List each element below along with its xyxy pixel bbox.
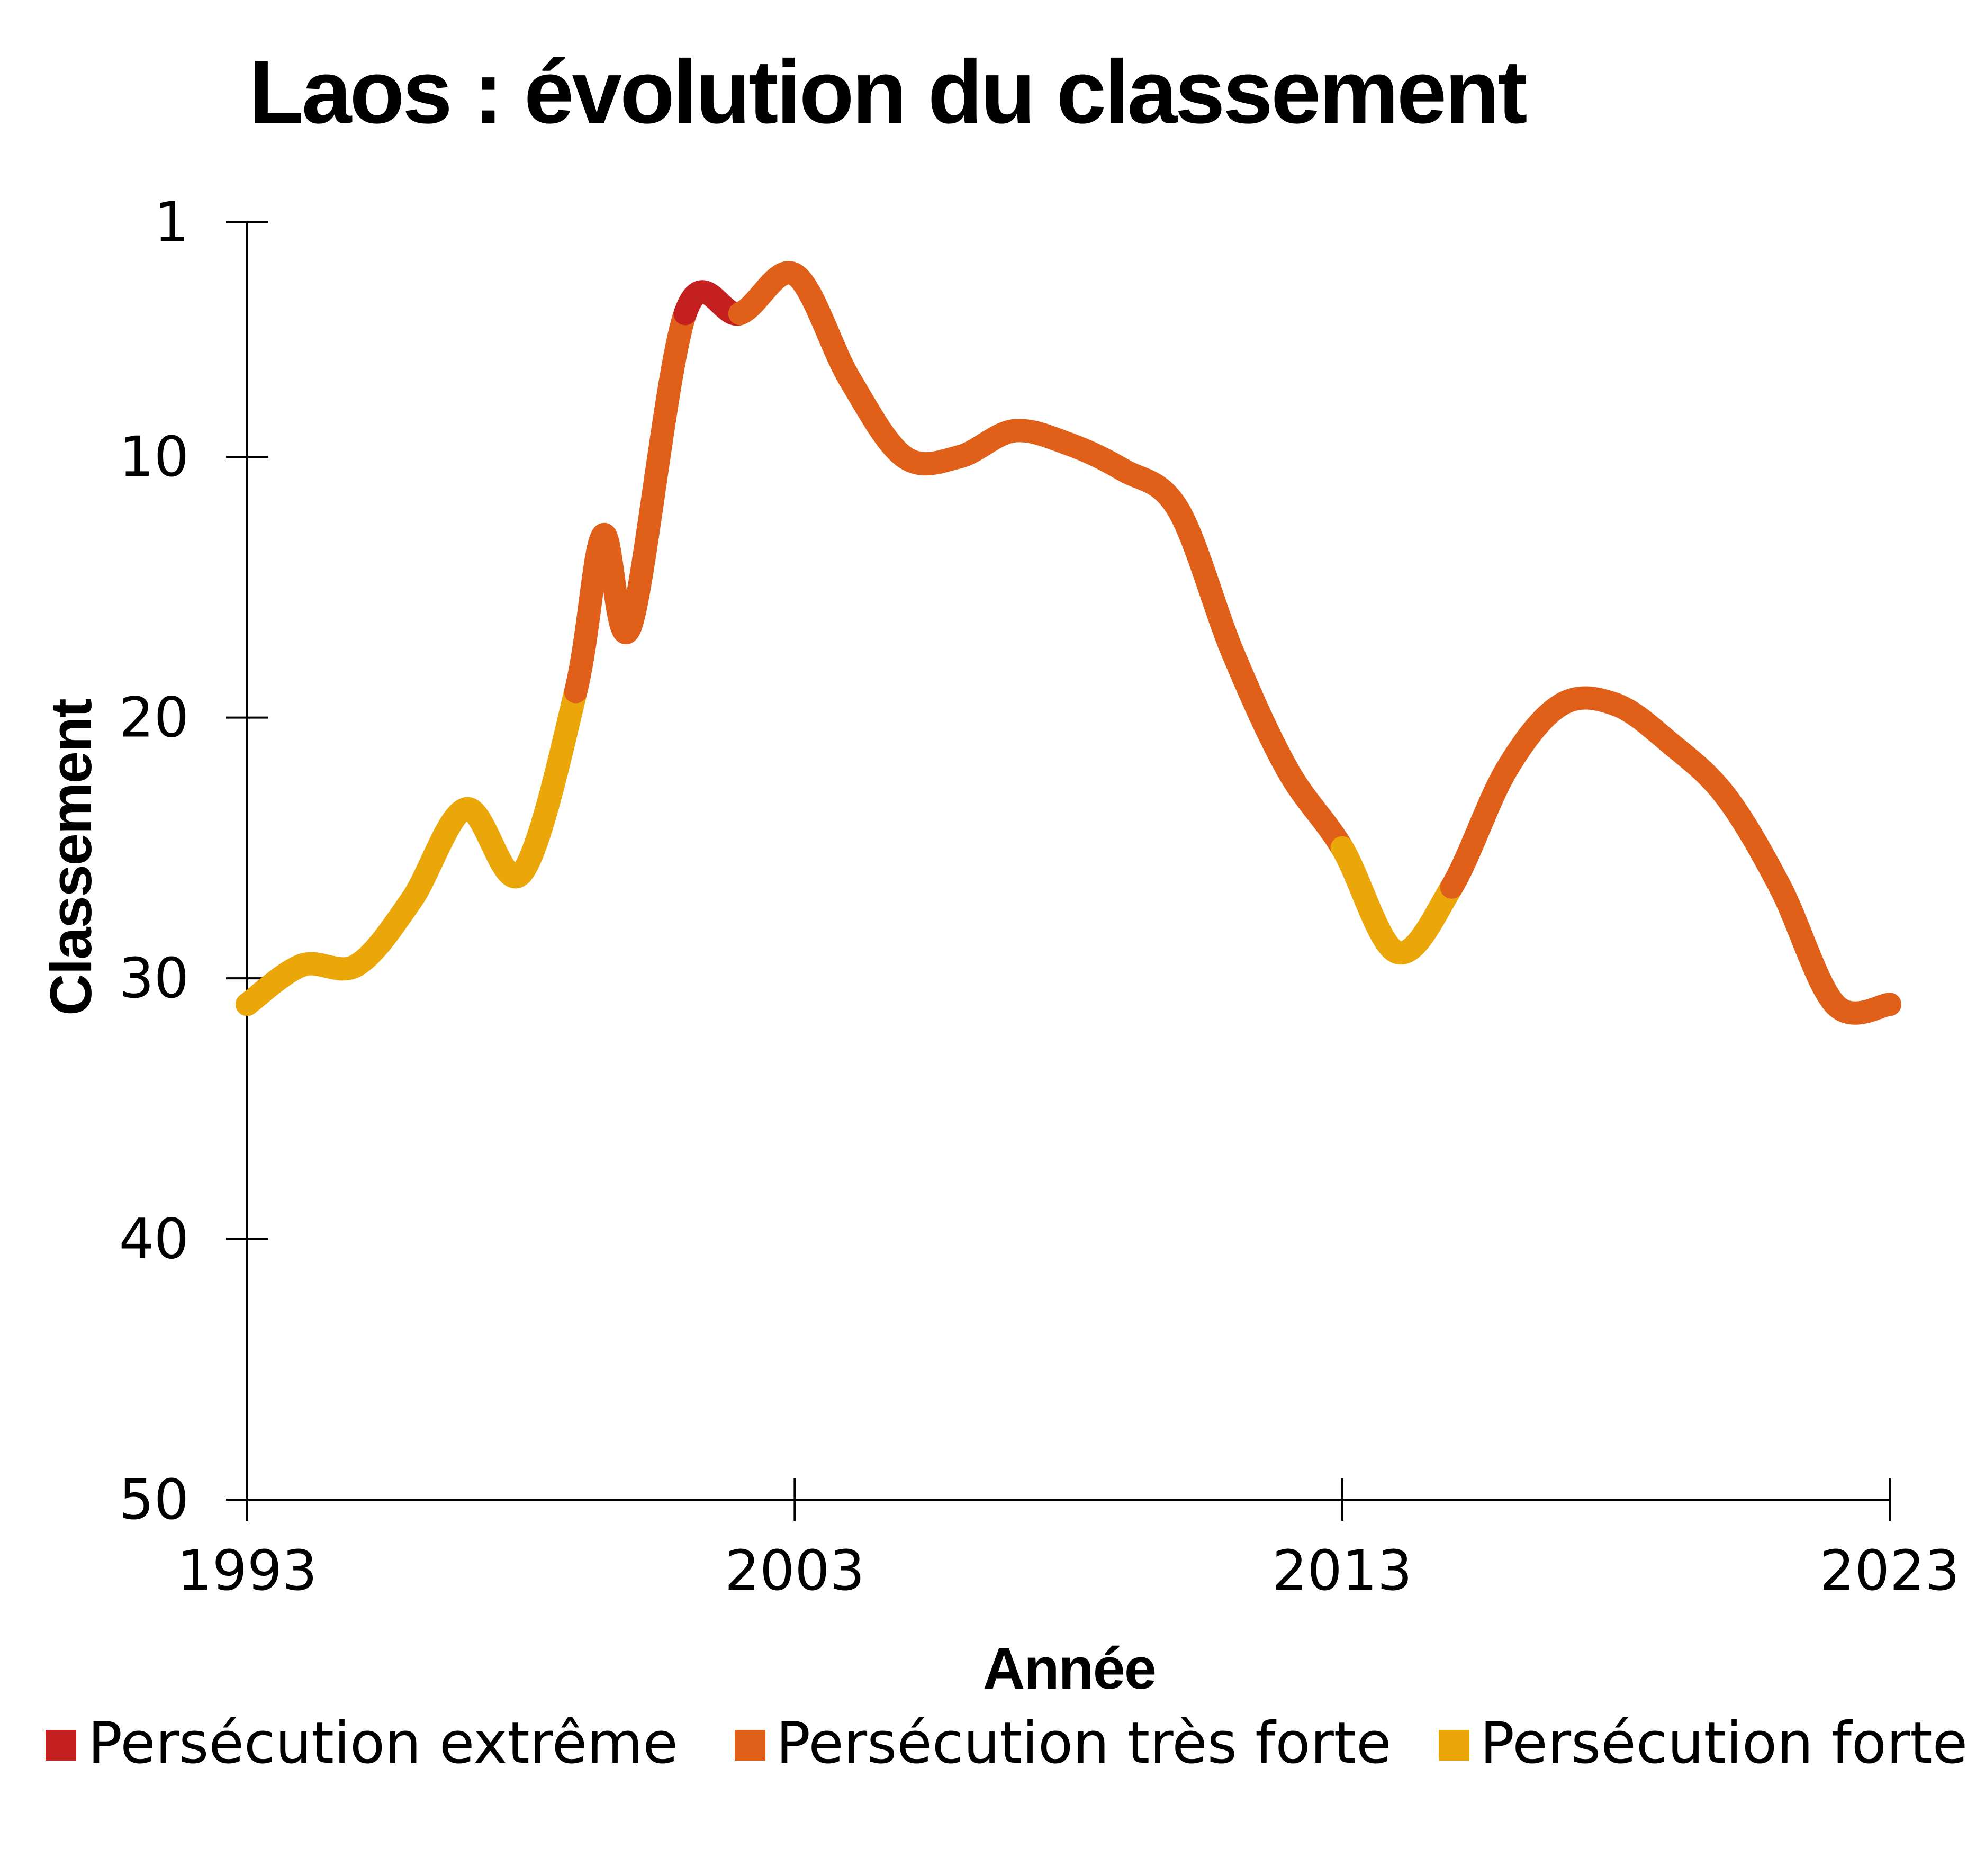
y-tick-label-1: 1 xyxy=(154,190,189,255)
data-point-2001 xyxy=(673,302,697,326)
x-axis-ticks: 1993 2003 2013 2023 xyxy=(177,1478,1960,1603)
y-tick-label-50: 50 xyxy=(119,1467,189,1532)
data-point-2014 xyxy=(1385,940,1409,964)
data-point-2002 xyxy=(728,302,752,326)
line-segment-2011 xyxy=(1221,641,1300,782)
line-segment-2003 xyxy=(783,263,861,391)
data-point-2009 xyxy=(1111,458,1135,482)
legend-swatch-extreme xyxy=(46,1730,76,1761)
data-point-2011 xyxy=(1221,641,1244,664)
data-point-1996 xyxy=(400,888,423,912)
ranking-series xyxy=(236,261,1901,1025)
line-segment-2016 xyxy=(1494,693,1573,782)
data-point-2003 xyxy=(783,263,807,286)
x-axis-title: Année xyxy=(983,1636,1156,1701)
data-point-2006 xyxy=(947,445,971,469)
data-point-2010 xyxy=(1166,497,1190,521)
data-point-2016 xyxy=(1494,758,1518,782)
data-point-2015 xyxy=(1440,875,1464,899)
line-segment-2013 xyxy=(1330,836,1409,964)
data-point-2023 xyxy=(1878,993,1901,1016)
data-point-2019 xyxy=(1659,732,1683,755)
data-point-2017 xyxy=(1549,693,1573,717)
data-point-2005 xyxy=(892,445,916,469)
legend: Persécution extrême Persécution très for… xyxy=(46,1710,1968,1776)
ranking-points xyxy=(236,263,1901,1016)
line-segment-1996 xyxy=(400,797,478,912)
line-segment-2000 xyxy=(619,302,697,638)
y-tick-label-40: 40 xyxy=(119,1207,189,1271)
data-point-2021 xyxy=(1769,875,1792,899)
data-point-2018 xyxy=(1604,693,1628,717)
data-point-1999 xyxy=(564,680,588,704)
legend-swatch-very-strong xyxy=(735,1730,765,1761)
line-segment-2015 xyxy=(1440,758,1518,899)
x-tick-label-1993: 1993 xyxy=(177,1538,318,1603)
data-point-1994 xyxy=(290,953,314,977)
line-segment-1998 xyxy=(509,680,588,886)
line-segment-2021 xyxy=(1769,875,1847,1016)
x-tick-label-2023: 2023 xyxy=(1820,1538,1960,1603)
legend-label-very-strong: Persécution très forte xyxy=(776,1710,1392,1776)
x-tick-label-2013: 2013 xyxy=(1272,1538,1412,1603)
data-point-2020 xyxy=(1713,784,1737,808)
y-tick-label-20: 20 xyxy=(119,686,189,750)
line-segment-2004 xyxy=(837,367,916,469)
data-point-1998 xyxy=(509,862,533,886)
data-point-1995 xyxy=(345,953,368,977)
y-tick-label-10: 10 xyxy=(119,425,189,489)
legend-label-extreme: Persécution extrême xyxy=(88,1710,678,1776)
line-segment-2012 xyxy=(1276,758,1354,860)
data-point-2004 xyxy=(837,367,861,391)
y-tick-label-30: 30 xyxy=(119,946,189,1011)
line-segment-1995 xyxy=(345,888,423,977)
data-point-2000 xyxy=(619,615,643,638)
data-point-1997 xyxy=(454,797,478,821)
x-tick-label-2003: 2003 xyxy=(725,1538,865,1603)
line-segment-2014 xyxy=(1385,875,1464,964)
data-point-2013 xyxy=(1330,836,1354,860)
data-point-1993 xyxy=(236,993,259,1016)
data-point-2007 xyxy=(1002,419,1026,443)
axes xyxy=(246,222,1890,1501)
data-point-2022 xyxy=(1823,993,1847,1016)
line-segment-2020 xyxy=(1713,784,1792,899)
line-segment-2010 xyxy=(1166,497,1244,664)
legend-label-strong: Persécution forte xyxy=(1480,1710,1968,1776)
y-axis-ticks: 1 10 20 30 40 50 xyxy=(119,190,268,1532)
chart-title: Laos : évolution du classement xyxy=(249,42,1527,142)
data-point-2012 xyxy=(1276,758,1300,782)
legend-swatch-strong xyxy=(1439,1730,1469,1761)
data-point-2008 xyxy=(1057,432,1080,456)
data-point-1999.5 xyxy=(591,523,615,547)
y-axis-title: Classement xyxy=(39,699,104,1016)
